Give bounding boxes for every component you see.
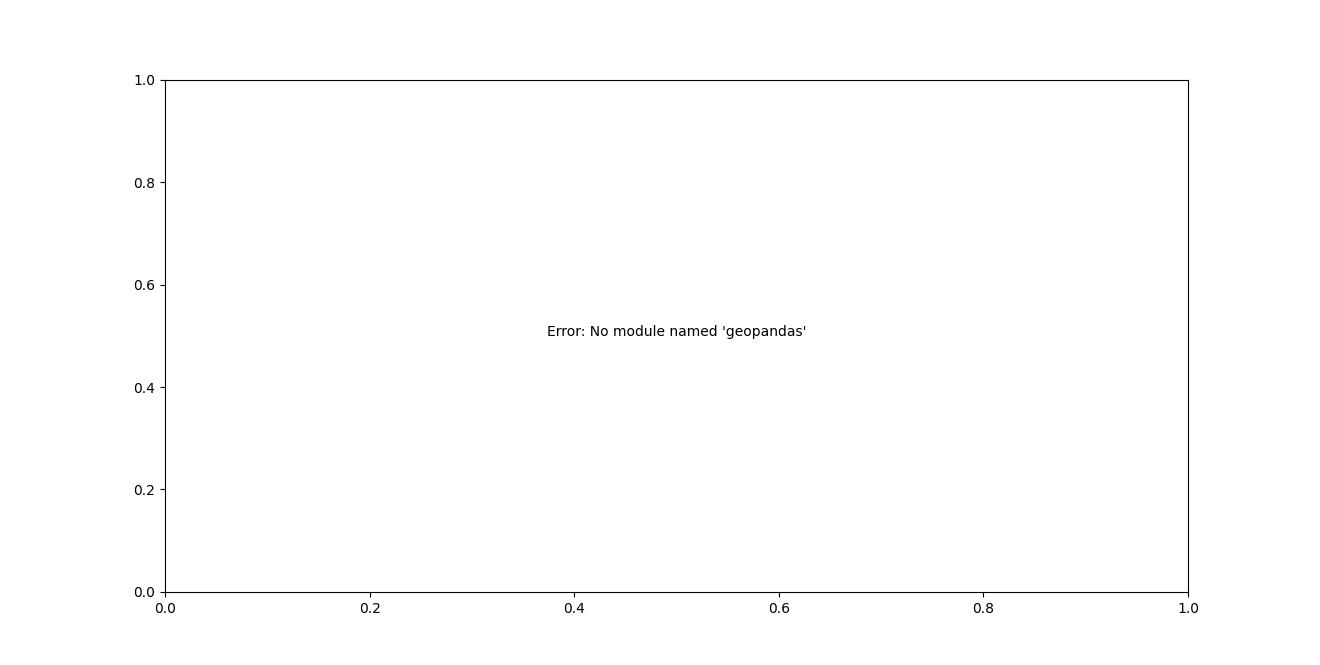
Text: Error: No module named 'geopandas': Error: No module named 'geopandas': [546, 325, 807, 339]
